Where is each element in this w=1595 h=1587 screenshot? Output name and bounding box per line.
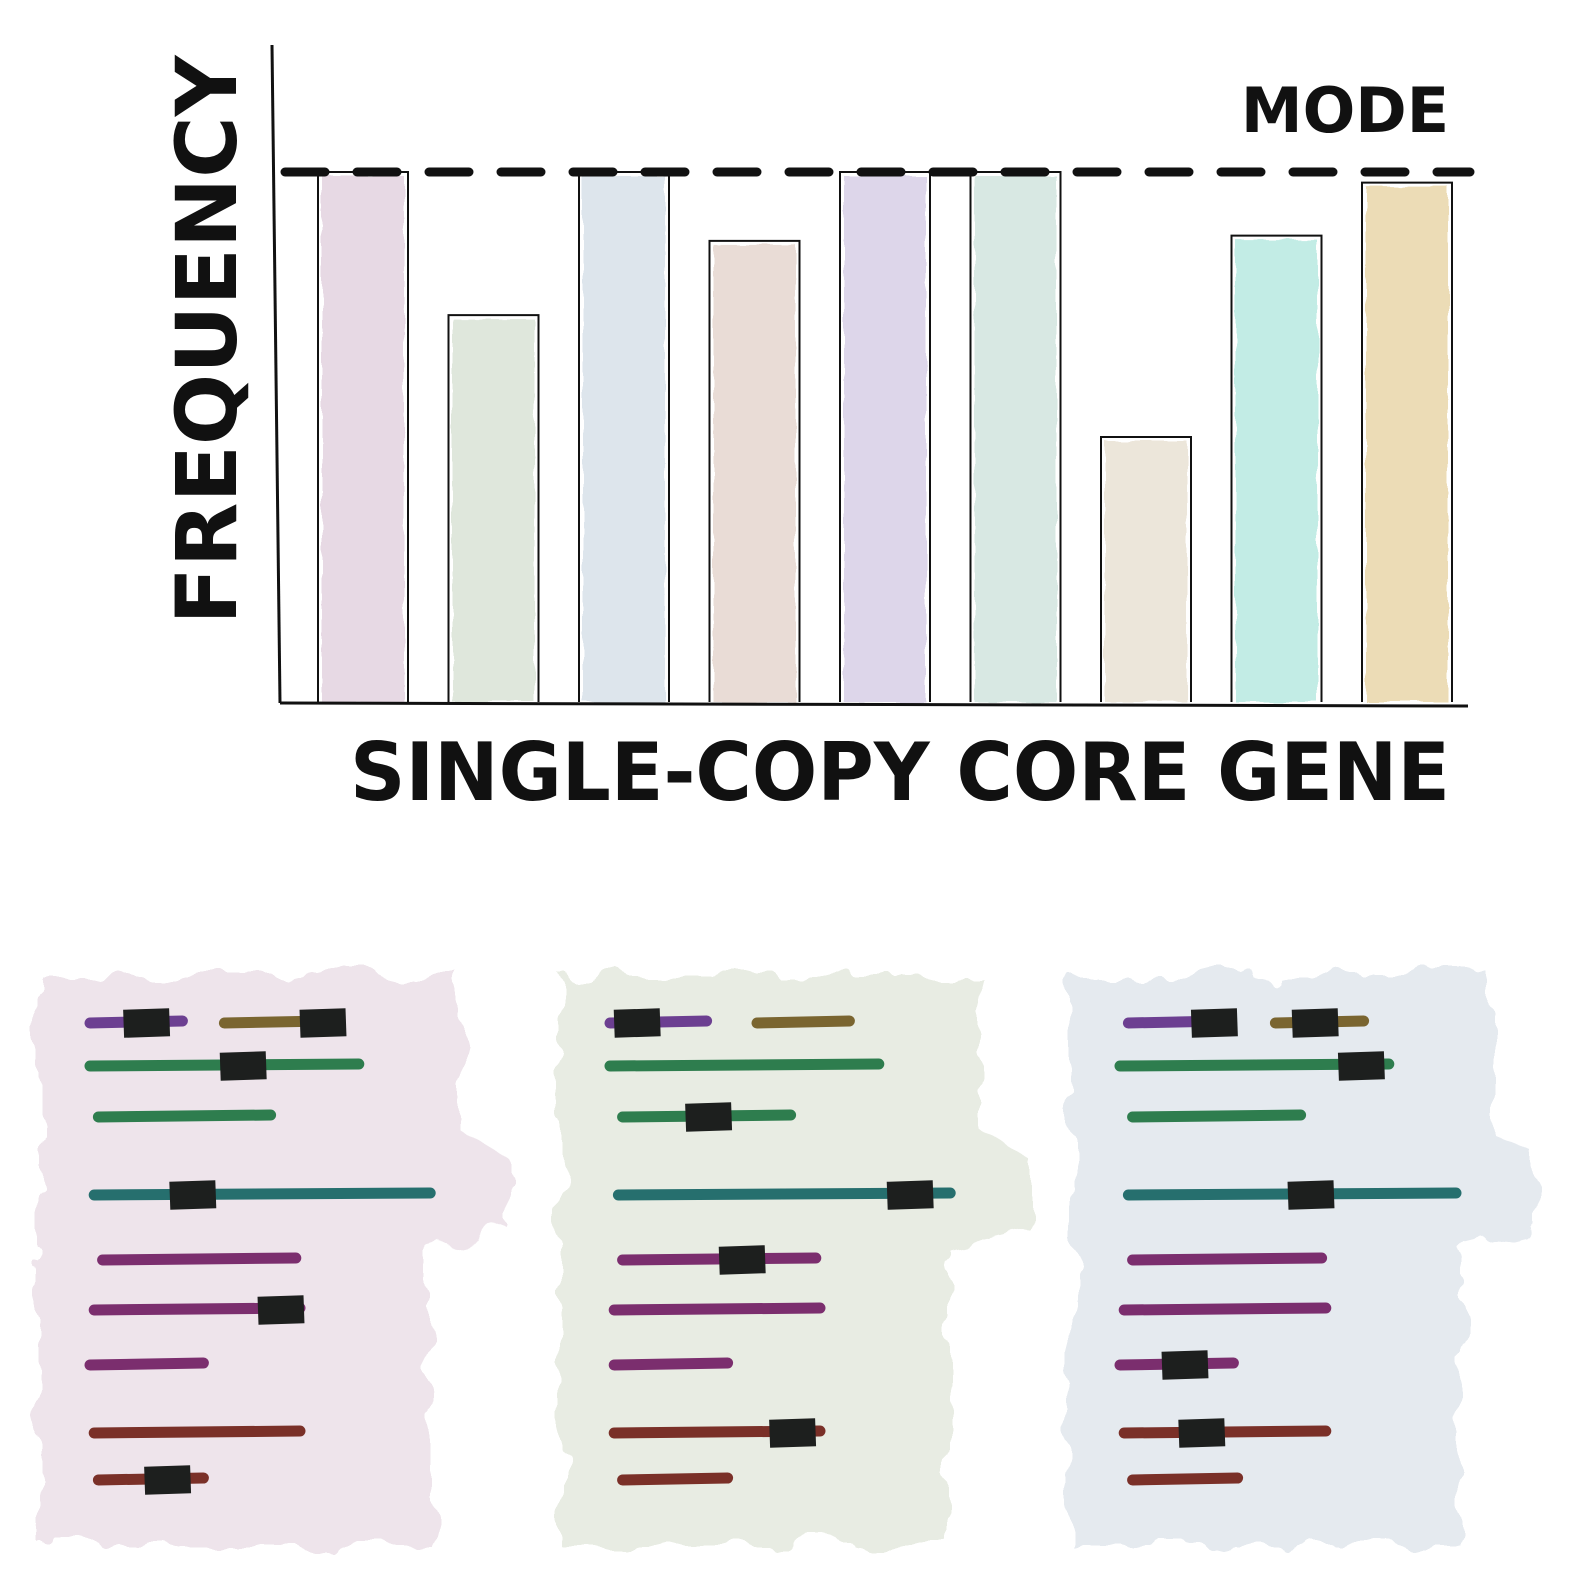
gene-marker (144, 1465, 192, 1495)
gene-segment (1269, 1015, 1370, 1029)
gene-marker (1291, 1008, 1339, 1038)
gene-segment (617, 1472, 734, 1486)
gene-segment (608, 1425, 826, 1439)
gene-segment (1114, 1058, 1395, 1072)
bar-fill-2 (452, 319, 535, 702)
gene-marker (769, 1418, 817, 1448)
gene-segment (617, 1252, 822, 1266)
gene-marker (613, 1008, 661, 1038)
gene-segment (84, 1357, 209, 1371)
gene-segment (84, 1058, 365, 1072)
gene-segment (604, 1058, 885, 1072)
gene-marker (1178, 1418, 1226, 1448)
bar-fill-4 (713, 244, 796, 702)
gene-segment (92, 1109, 277, 1123)
genome-panel-1 (40, 975, 510, 1545)
x-axis (279, 701, 1469, 708)
panels-layer (40, 975, 1540, 1545)
gene-segment (1122, 1015, 1231, 1029)
bar-outline-4 (708, 239, 801, 702)
bar-fill-1 (322, 176, 404, 702)
gene-segment (88, 1302, 306, 1316)
genome-background (40, 975, 510, 1545)
bar-fill-8 (1235, 239, 1318, 702)
y-axis-label: FREQUENCY (158, 54, 256, 624)
gene-segment (608, 1357, 734, 1371)
bar-outline-3 (578, 171, 670, 702)
gene-segment (608, 1302, 826, 1316)
gene-marker (123, 1008, 171, 1038)
gene-marker (1337, 1051, 1385, 1081)
gene-segment (1118, 1302, 1332, 1316)
gene-segment (617, 1109, 797, 1123)
bar-chart: MODE FREQUENCY SINGLE-COPY CORE GENE (158, 44, 1475, 819)
gene-marker (299, 1008, 347, 1038)
genome-panel-2 (560, 975, 1030, 1545)
gene-marker (718, 1245, 766, 1275)
bar-outline-9 (1361, 181, 1453, 702)
gene-marker (685, 1102, 733, 1132)
gene-marker (219, 1051, 267, 1081)
bar-fill-5 (844, 176, 926, 702)
gene-segment (1127, 1472, 1244, 1486)
gene-segment (1114, 1357, 1239, 1371)
bar-fill-6 (974, 176, 1057, 702)
bar-outline-2 (447, 314, 540, 702)
gene-segment (84, 1015, 188, 1029)
genome-panel-3 (1070, 975, 1540, 1545)
gene-segment (1127, 1109, 1307, 1123)
gene-segment (1122, 1187, 1462, 1201)
gene-marker (1287, 1180, 1335, 1210)
gene-marker (257, 1295, 305, 1325)
mode-label: MODE (1241, 74, 1449, 147)
gene-segment (604, 1015, 713, 1029)
gene-segment (92, 1472, 209, 1486)
gene-segment (88, 1187, 436, 1201)
gene-segment (1127, 1252, 1328, 1266)
bar-outline-7 (1100, 436, 1192, 702)
gene-segment (612, 1187, 956, 1201)
gene-marker (169, 1180, 217, 1210)
genome-background (560, 975, 1030, 1545)
gene-marker (886, 1180, 934, 1210)
x-axis-label: SINGLE-COPY CORE GENE (350, 726, 1450, 819)
bar-fill-7 (1105, 441, 1187, 702)
gene-segment (1118, 1425, 1332, 1439)
bar-outline-8 (1230, 234, 1323, 702)
y-axis (270, 44, 282, 704)
gene-segment (97, 1252, 302, 1266)
gene-segment (751, 1015, 855, 1029)
gene-marker (1161, 1350, 1209, 1380)
genome-background (1070, 975, 1540, 1545)
gene-marker (1190, 1008, 1238, 1038)
gene-segment (218, 1015, 331, 1029)
gene-segment (88, 1425, 306, 1439)
bars-layer (317, 171, 1453, 703)
bar-fill-3 (583, 176, 665, 702)
bar-fill-9 (1366, 186, 1448, 703)
